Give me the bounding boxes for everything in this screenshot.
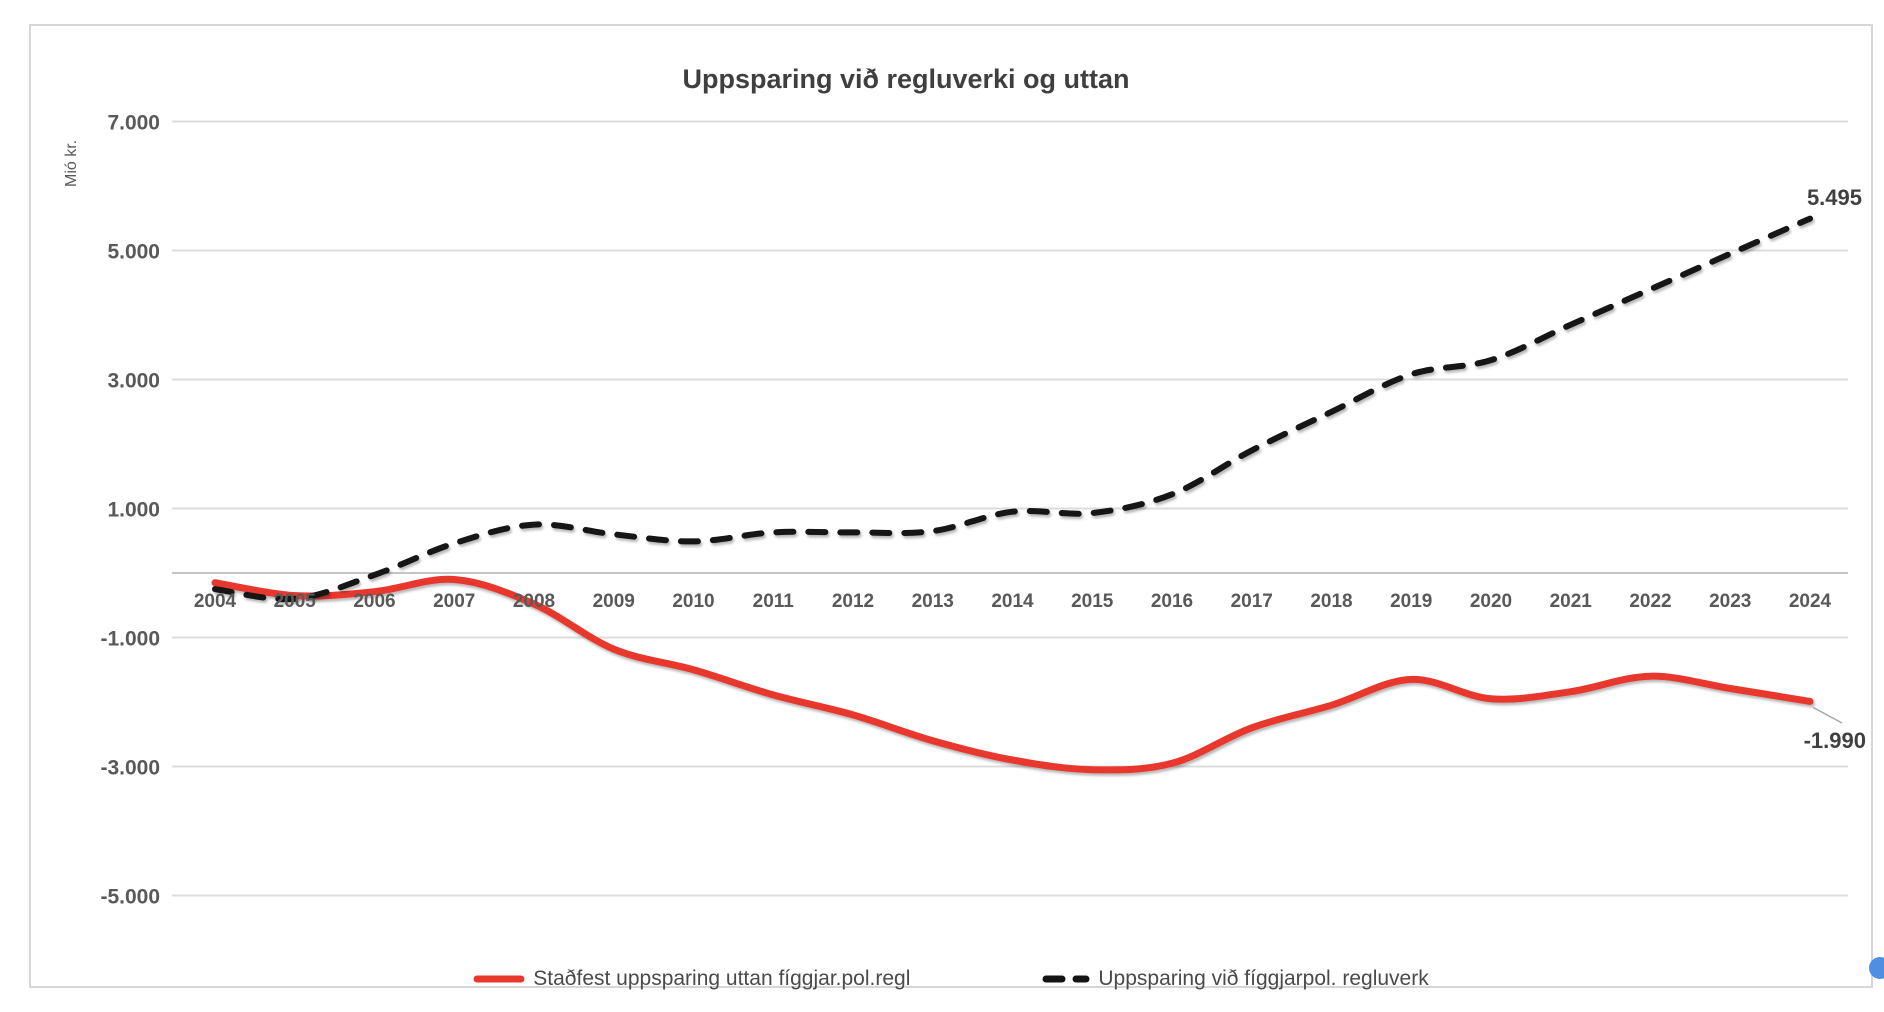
selection-handle-dot[interactable] — [1869, 957, 1884, 979]
series-line-regluverk[interactable] — [212, 215, 1813, 603]
red-line-swatch-icon — [473, 975, 525, 983]
series-line-stadfest[interactable] — [211, 575, 1814, 774]
legend-item-actual-savings[interactable]: Staðfest uppsparing uttan fíggjar.pol.re… — [473, 967, 910, 991]
chart-title: Uppsparing við regluverki og uttan — [682, 64, 1130, 94]
chart-container[interactable]: Uppsparing við regluverki og uttan Staðf… — [29, 24, 1873, 990]
legend-label-rule-savings: Uppsparing við fíggjarpol. regluverk — [1098, 967, 1429, 990]
legend-label-actual-savings: Staðfest uppsparing uttan fíggjar.pol.re… — [533, 967, 911, 990]
black-dashed-swatch-icon — [1042, 975, 1090, 983]
legend-item-rule-savings[interactable]: Uppsparing við fíggjarpol. regluverk — [1042, 967, 1429, 991]
legend: Staðfest uppsparing uttan fíggjar.pol.re… — [31, 962, 1871, 996]
